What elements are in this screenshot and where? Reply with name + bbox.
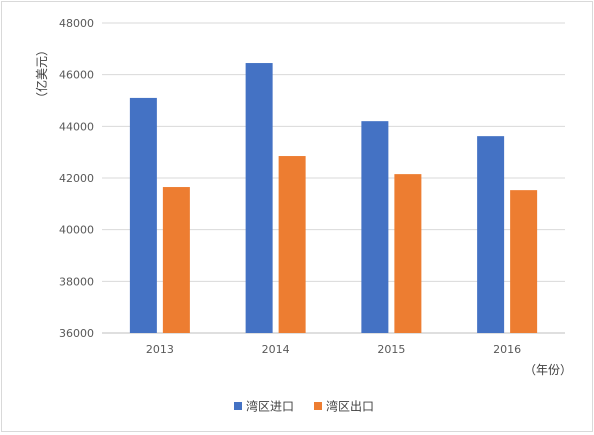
legend-label-import: 湾区进口 (246, 399, 294, 414)
y-tick-label: 38000 (59, 275, 94, 288)
x-tick-label: 2015 (377, 343, 405, 356)
bars (129, 63, 538, 334)
bar-import-2013 (129, 97, 157, 334)
y-tick-label: 44000 (59, 120, 94, 133)
bar-import-2015 (361, 121, 389, 334)
legend: 湾区进口 湾区出口 (234, 399, 374, 414)
x-tick-label: 2013 (146, 343, 174, 356)
bar-export-2015 (394, 174, 422, 333)
bar-export-2016 (510, 190, 538, 333)
bar-import-2014 (245, 63, 273, 334)
y-tick-label: 42000 (59, 172, 94, 185)
y-axis-label: （亿美元） (34, 44, 49, 104)
y-axis-ticks: 36000 38000 40000 42000 44000 46000 48000 (59, 17, 94, 340)
y-tick-label: 40000 (59, 224, 94, 237)
bar-export-2014 (278, 156, 306, 333)
x-tick-label: 2014 (262, 343, 290, 356)
x-axis-ticks: 2013 2014 2015 2016 (146, 343, 521, 356)
y-tick-label: 36000 (59, 327, 94, 340)
x-tick-label: 2016 (493, 343, 521, 356)
legend-swatch-export (314, 402, 322, 410)
x-axis-label: （年份） (524, 363, 572, 377)
legend-swatch-import (234, 402, 242, 410)
bar-export-2013 (162, 187, 190, 333)
legend-label-export: 湾区出口 (326, 399, 374, 414)
bar-import-2016 (477, 136, 505, 333)
y-tick-label: 46000 (59, 69, 94, 82)
y-tick-label: 48000 (59, 17, 94, 30)
